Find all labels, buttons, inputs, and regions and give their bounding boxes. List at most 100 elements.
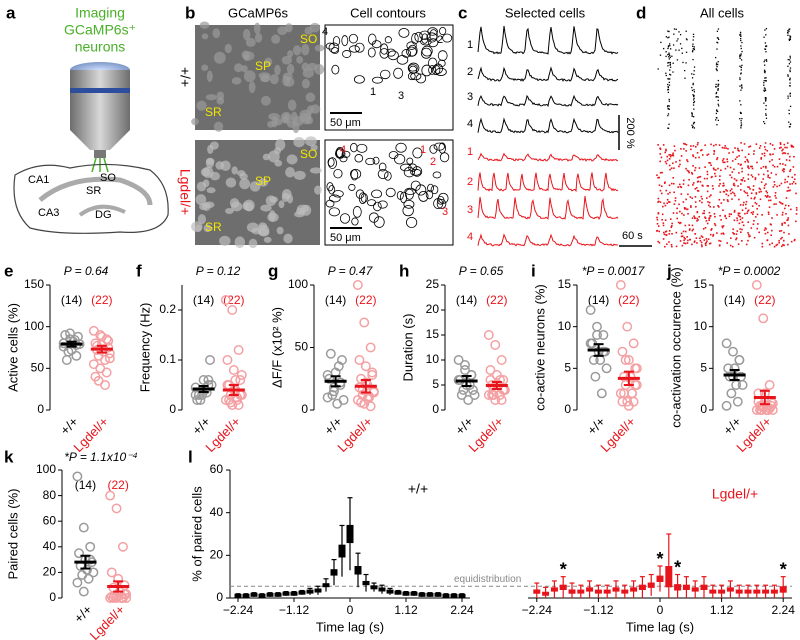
data-point: [106, 567, 117, 578]
data-point: [78, 586, 89, 597]
cell-contour: [328, 194, 341, 203]
raster-dot: [739, 231, 742, 234]
raster-dot: [717, 119, 719, 122]
raster-dot: [725, 189, 727, 191]
raster-dot: [740, 47, 742, 50]
raster-dot: [739, 56, 741, 58]
raster-dot: [789, 93, 791, 95]
raster-dot: [682, 61, 684, 64]
raster-dot: [681, 235, 684, 237]
raster-dot: [669, 63, 672, 65]
box: [691, 587, 699, 592]
raster-dot: [685, 30, 687, 32]
raster-dot: [706, 173, 709, 176]
raster-dot: [733, 192, 736, 195]
column-title: Cell contours: [350, 5, 426, 20]
raster-dot: [771, 144, 774, 146]
raster-dot: [724, 145, 726, 147]
raster-dot: [695, 205, 697, 208]
raster-dot: [767, 195, 769, 198]
raster-dot: [739, 111, 742, 114]
raster-dot: [710, 228, 713, 230]
raster-dot: [717, 28, 720, 30]
raster-dot: [674, 199, 677, 202]
raster-dot: [780, 182, 783, 185]
raster-dot: [672, 62, 674, 64]
raster-dot: [705, 220, 708, 222]
cell-contour: [367, 199, 377, 207]
raster-dot: [789, 59, 791, 61]
raster-dot: [781, 203, 784, 205]
cell-contour: [354, 42, 365, 53]
raster-dot: [717, 205, 719, 207]
box: [612, 587, 620, 592]
data-point: [100, 380, 110, 390]
raster-dot: [752, 223, 755, 226]
raster-dot: [678, 165, 680, 168]
raster-dot: [764, 29, 766, 31]
raster-dot: [740, 142, 742, 144]
raster-dot: [785, 197, 788, 199]
raster-dot: [684, 230, 687, 233]
cell-body: [260, 204, 272, 212]
data-point: [622, 321, 633, 332]
box: [603, 589, 611, 594]
group-count: (22): [754, 293, 775, 307]
cell-contour: [378, 162, 387, 172]
raster-dot: [731, 191, 734, 194]
region-label: CA3: [38, 207, 59, 219]
raster-dot: [773, 165, 776, 168]
cell-contour: [349, 45, 360, 53]
cell-body: [305, 92, 316, 103]
raster-dot: [662, 205, 664, 208]
raster-dot: [783, 231, 785, 234]
raster-dot: [739, 65, 741, 67]
cell-contour: [335, 146, 345, 159]
raster-dot: [701, 184, 704, 187]
calcium-trace: [477, 196, 619, 220]
raster-dot: [773, 148, 776, 150]
cell-contour: [432, 171, 442, 179]
data-point: [617, 346, 628, 357]
raster-dot: [704, 216, 706, 219]
box: [402, 591, 410, 596]
raster-dot: [788, 39, 791, 42]
raster-dot: [677, 186, 679, 188]
raster-dot: [791, 176, 794, 179]
data-point: [197, 390, 207, 400]
raster-dot: [783, 170, 785, 173]
raster-dot: [787, 58, 789, 61]
data-point: [354, 355, 365, 365]
raster-dot: [659, 160, 662, 163]
cell-body: [296, 55, 304, 64]
y-axis-label: Paired cells (%): [5, 488, 20, 579]
box: [762, 589, 770, 594]
raster-dot: [789, 61, 792, 63]
cell-contour: [429, 144, 438, 154]
group-count: (14): [724, 293, 745, 307]
raster-dot: [697, 219, 699, 221]
data-point: [758, 313, 769, 324]
raster-dot: [699, 180, 702, 183]
raster-dot: [773, 184, 776, 186]
raster-dot: [740, 35, 742, 37]
raster-dot: [739, 164, 742, 166]
raster-dot: [787, 65, 789, 67]
raster-dot: [776, 165, 779, 168]
raster-dot: [689, 228, 691, 230]
raster-dot: [692, 155, 695, 158]
raster-dot: [758, 187, 761, 190]
cell-body: [301, 204, 312, 216]
raster-dot: [789, 82, 791, 84]
data-point: [195, 395, 206, 405]
raster-dot: [774, 192, 777, 194]
raster-dot: [760, 190, 762, 193]
x-tick-label: −1.12: [279, 603, 310, 617]
raster-dot: [708, 242, 711, 245]
raster-dot: [723, 199, 725, 201]
raster-dot: [738, 222, 741, 225]
raster-dot: [763, 187, 766, 189]
cell-body: [269, 74, 279, 85]
cell-body: [267, 120, 275, 128]
raster-dot: [732, 151, 734, 153]
